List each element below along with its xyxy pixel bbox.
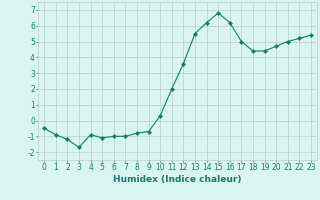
X-axis label: Humidex (Indice chaleur): Humidex (Indice chaleur) (113, 175, 242, 184)
